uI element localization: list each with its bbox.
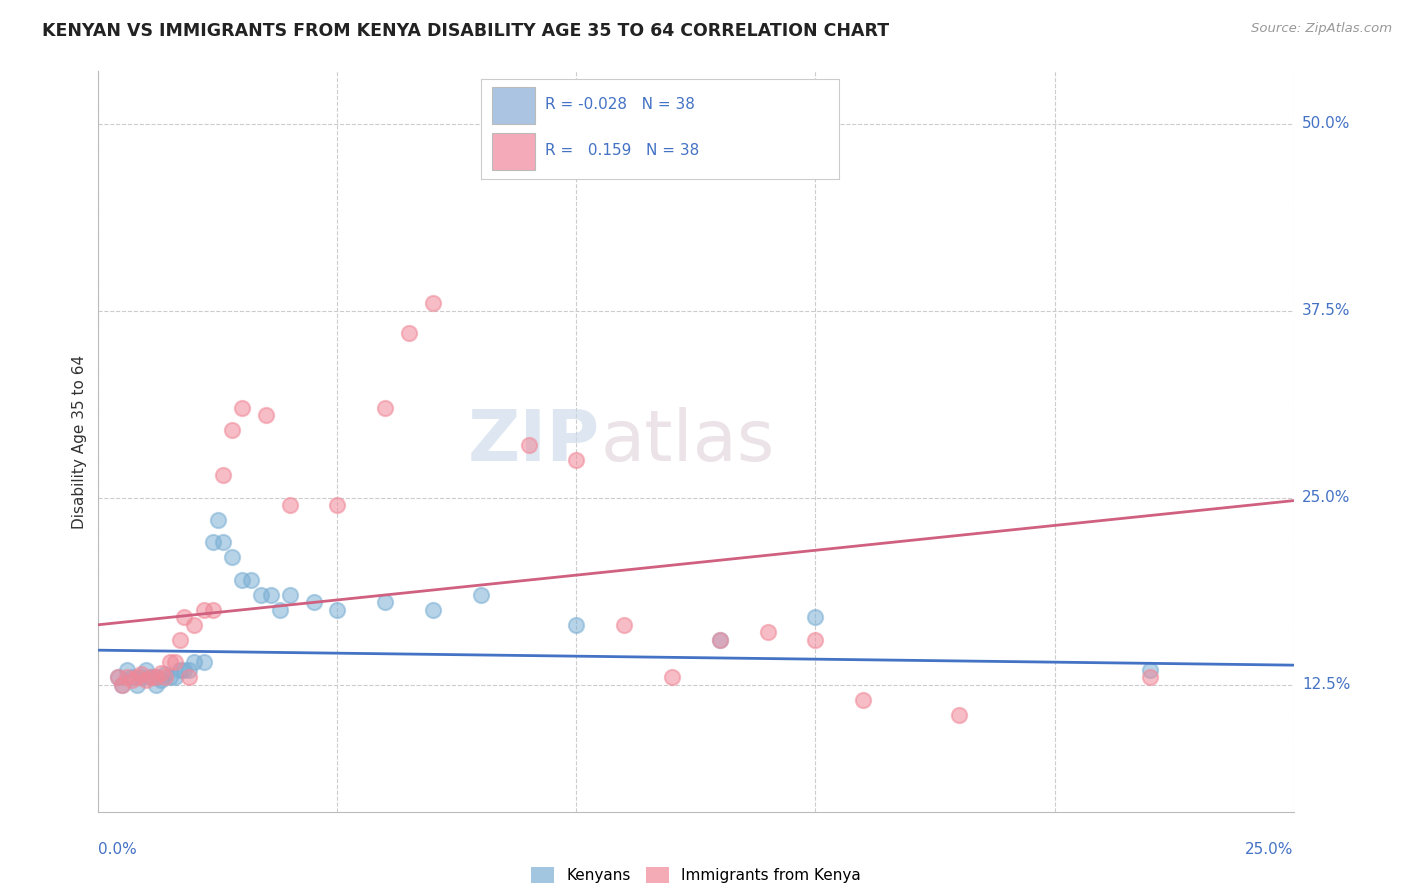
Point — [145, 677, 167, 691]
Point — [709, 632, 731, 647]
Point — [183, 655, 205, 669]
Point — [111, 677, 134, 691]
Point — [139, 670, 162, 684]
Point — [149, 665, 172, 680]
Point — [131, 670, 153, 684]
Point — [135, 673, 157, 687]
Point — [231, 401, 253, 415]
Point — [107, 670, 129, 684]
Text: 37.5%: 37.5% — [1302, 303, 1350, 318]
Point — [202, 535, 225, 549]
Point — [269, 603, 291, 617]
Point — [169, 663, 191, 677]
Point — [163, 670, 186, 684]
Point — [169, 632, 191, 647]
Point — [221, 423, 243, 437]
Point — [517, 438, 540, 452]
Point — [565, 453, 588, 467]
Point — [240, 573, 263, 587]
Point — [948, 707, 970, 722]
Point — [139, 670, 162, 684]
Point — [125, 670, 148, 684]
Point — [259, 588, 281, 602]
Point — [278, 588, 301, 602]
Point — [613, 617, 636, 632]
Text: 25.0%: 25.0% — [1246, 842, 1294, 857]
Point — [115, 670, 138, 684]
Point — [804, 610, 827, 624]
Point — [173, 610, 195, 624]
Point — [374, 595, 396, 609]
Point — [326, 603, 349, 617]
Point — [159, 655, 181, 669]
Point — [398, 326, 420, 340]
Text: 25.0%: 25.0% — [1302, 490, 1350, 505]
Point — [250, 588, 273, 602]
Point — [179, 663, 201, 677]
Point — [254, 409, 277, 423]
Point — [422, 603, 444, 617]
Point — [193, 603, 215, 617]
Point — [804, 632, 827, 647]
Point — [661, 670, 683, 684]
Text: atlas: atlas — [600, 407, 775, 476]
Point — [111, 677, 134, 691]
Point — [756, 625, 779, 640]
Point — [709, 632, 731, 647]
Point — [470, 588, 492, 602]
Text: 50.0%: 50.0% — [1302, 116, 1350, 131]
Point — [211, 468, 233, 483]
Point — [115, 663, 138, 677]
Point — [221, 550, 243, 565]
Y-axis label: Disability Age 35 to 64: Disability Age 35 to 64 — [72, 354, 87, 529]
Point — [278, 498, 301, 512]
Point — [155, 670, 177, 684]
Point — [374, 401, 396, 415]
Point — [326, 498, 349, 512]
Point — [145, 670, 167, 684]
Point — [121, 670, 143, 684]
Point — [125, 677, 148, 691]
Point — [145, 670, 167, 684]
Point — [1139, 670, 1161, 684]
Point — [302, 595, 325, 609]
Point — [149, 673, 172, 687]
Point — [163, 655, 186, 669]
Point — [107, 670, 129, 684]
Text: KENYAN VS IMMIGRANTS FROM KENYA DISABILITY AGE 35 TO 64 CORRELATION CHART: KENYAN VS IMMIGRANTS FROM KENYA DISABILI… — [42, 22, 890, 40]
Point — [565, 617, 588, 632]
Point — [179, 670, 201, 684]
Point — [173, 663, 195, 677]
Text: 12.5%: 12.5% — [1302, 677, 1350, 692]
Point — [183, 617, 205, 632]
Point — [1139, 663, 1161, 677]
Point — [159, 670, 181, 684]
Point — [231, 573, 253, 587]
Point — [422, 296, 444, 310]
Text: Source: ZipAtlas.com: Source: ZipAtlas.com — [1251, 22, 1392, 36]
Legend: Kenyans, Immigrants from Kenya: Kenyans, Immigrants from Kenya — [524, 861, 868, 889]
Point — [193, 655, 215, 669]
Point — [131, 667, 153, 681]
Point — [211, 535, 233, 549]
Point — [135, 663, 157, 677]
Point — [202, 603, 225, 617]
Point — [852, 692, 875, 706]
Point — [121, 673, 143, 687]
Text: 0.0%: 0.0% — [98, 842, 138, 857]
Text: ZIP: ZIP — [468, 407, 600, 476]
Point — [155, 667, 177, 681]
Point — [207, 513, 229, 527]
